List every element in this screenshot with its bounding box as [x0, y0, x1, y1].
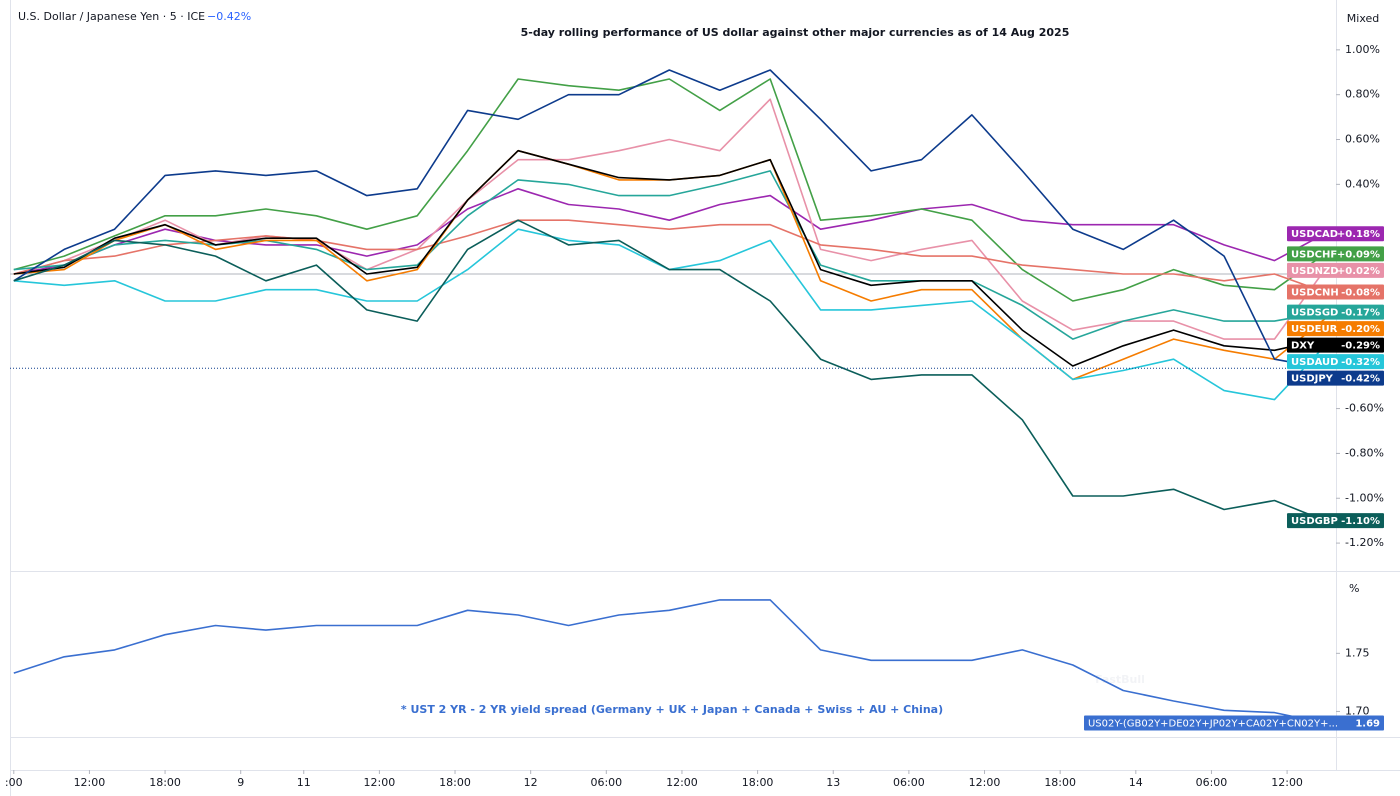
end-label-value: -0.32%: [1341, 357, 1380, 368]
x-tick-label: 18:00: [149, 776, 181, 789]
end-label-value: 1.69: [1355, 719, 1380, 730]
series-line: [13, 219, 1326, 293]
end-label-name: USDGBP: [1291, 516, 1338, 527]
end-label-name: US02Y-(GB02Y+DE02Y+JP02Y+CA02Y+CN02Y+...: [1088, 719, 1338, 730]
end-label-name: USDJPY: [1291, 374, 1334, 385]
end-label-value: -0.42%: [1341, 374, 1380, 385]
end-label-box: [1287, 513, 1384, 529]
annotation: * UST 2 YR - 2 YR yield spread (Germany …: [401, 703, 943, 716]
end-label-value: -0.20%: [1341, 324, 1380, 335]
end-label-box: [1287, 304, 1384, 320]
end-label-name: USDSGD: [1291, 308, 1338, 319]
end-label-name: USDNZD: [1291, 266, 1339, 277]
x-tick-label: 11: [297, 776, 311, 789]
x-tick-label: 18:00: [1044, 776, 1076, 789]
y-tick-label: 1.75: [1345, 646, 1370, 659]
end-label-box: [1287, 337, 1384, 353]
x-tick-label: 06:00: [893, 776, 925, 789]
x-tick-label: 12:00: [74, 776, 106, 789]
series-line: [13, 599, 1326, 724]
x-tick-label: 18:00: [439, 776, 471, 789]
x-tick-label: 12:00: [364, 776, 396, 789]
y-tick-label: 0.60%: [1345, 133, 1380, 146]
x-tick-label: 18:00: [742, 776, 774, 789]
x-tick-label: 06:00: [1196, 776, 1228, 789]
end-label-name: USDCNH: [1291, 287, 1339, 298]
symbol: U.S. Dollar / Japanese Yen · 5 · ICE: [18, 10, 205, 23]
end-label-value: -1.10%: [1341, 516, 1380, 527]
x-tick-label: 12:00: [1271, 776, 1303, 789]
end-label-box: [1287, 226, 1384, 242]
x-tick-label: 13: [826, 776, 840, 789]
symbol-change: −0.42%: [207, 10, 251, 23]
end-label-name: USDAUD: [1291, 357, 1338, 368]
end-label-name: USDCHF: [1291, 249, 1337, 260]
end-label-value: +0.09%: [1337, 249, 1380, 260]
series-line: [13, 69, 1326, 369]
y-unit: %: [1349, 582, 1359, 595]
series-line: [13, 149, 1326, 367]
y-tick-label: 1.70: [1345, 704, 1370, 717]
y-tick-label: -0.80%: [1345, 446, 1384, 459]
y-tick-label: -0.60%: [1345, 402, 1384, 415]
y-tick-label: -1.00%: [1345, 491, 1384, 504]
end-label-name: USDCAD: [1291, 229, 1338, 240]
end-label-box: [1287, 246, 1384, 262]
scale-mode[interactable]: Mixed: [1347, 12, 1379, 25]
y-tick-label: 0.80%: [1345, 88, 1380, 101]
end-label-box: [1287, 284, 1384, 300]
end-label-box: [1287, 321, 1384, 337]
x-tick-label: 12: [524, 776, 538, 789]
end-label-box: [1287, 354, 1384, 370]
end-label-name: DXY: [1291, 341, 1315, 352]
x-tick-label: 9: [237, 776, 244, 789]
y-tick-label: -1.20%: [1345, 536, 1384, 549]
y-tick-label: 1.00%: [1345, 43, 1380, 56]
series-line: [13, 78, 1326, 302]
x-tick-label: 12:00: [666, 776, 698, 789]
plot-layer: 1.00% 0.80% 0.60% 0.40% -0.60% -0.80% -1.00% -1…: [5, 26, 1384, 789]
chart-title: 5-day rolling performance of US dollar a…: [521, 26, 1070, 39]
end-label-box: [1287, 262, 1384, 278]
x-tick-label: :00: [5, 776, 23, 789]
end-label-value: -0.29%: [1341, 341, 1380, 352]
end-label-name: USDEUR: [1291, 324, 1338, 335]
end-label-value: -0.17%: [1341, 308, 1380, 319]
y-tick-label: 0.40%: [1345, 177, 1380, 190]
end-label-value: +0.18%: [1337, 229, 1380, 240]
end-label-box: [1084, 715, 1384, 731]
series-line: [13, 219, 1326, 522]
x-tick-label: 06:00: [590, 776, 622, 789]
end-label-value: +0.02%: [1337, 266, 1380, 277]
end-label-value: -0.08%: [1341, 287, 1380, 298]
x-tick-label: 14: [1129, 776, 1143, 789]
x-tick-label: 12:00: [969, 776, 1001, 789]
end-label-box: [1287, 370, 1384, 386]
